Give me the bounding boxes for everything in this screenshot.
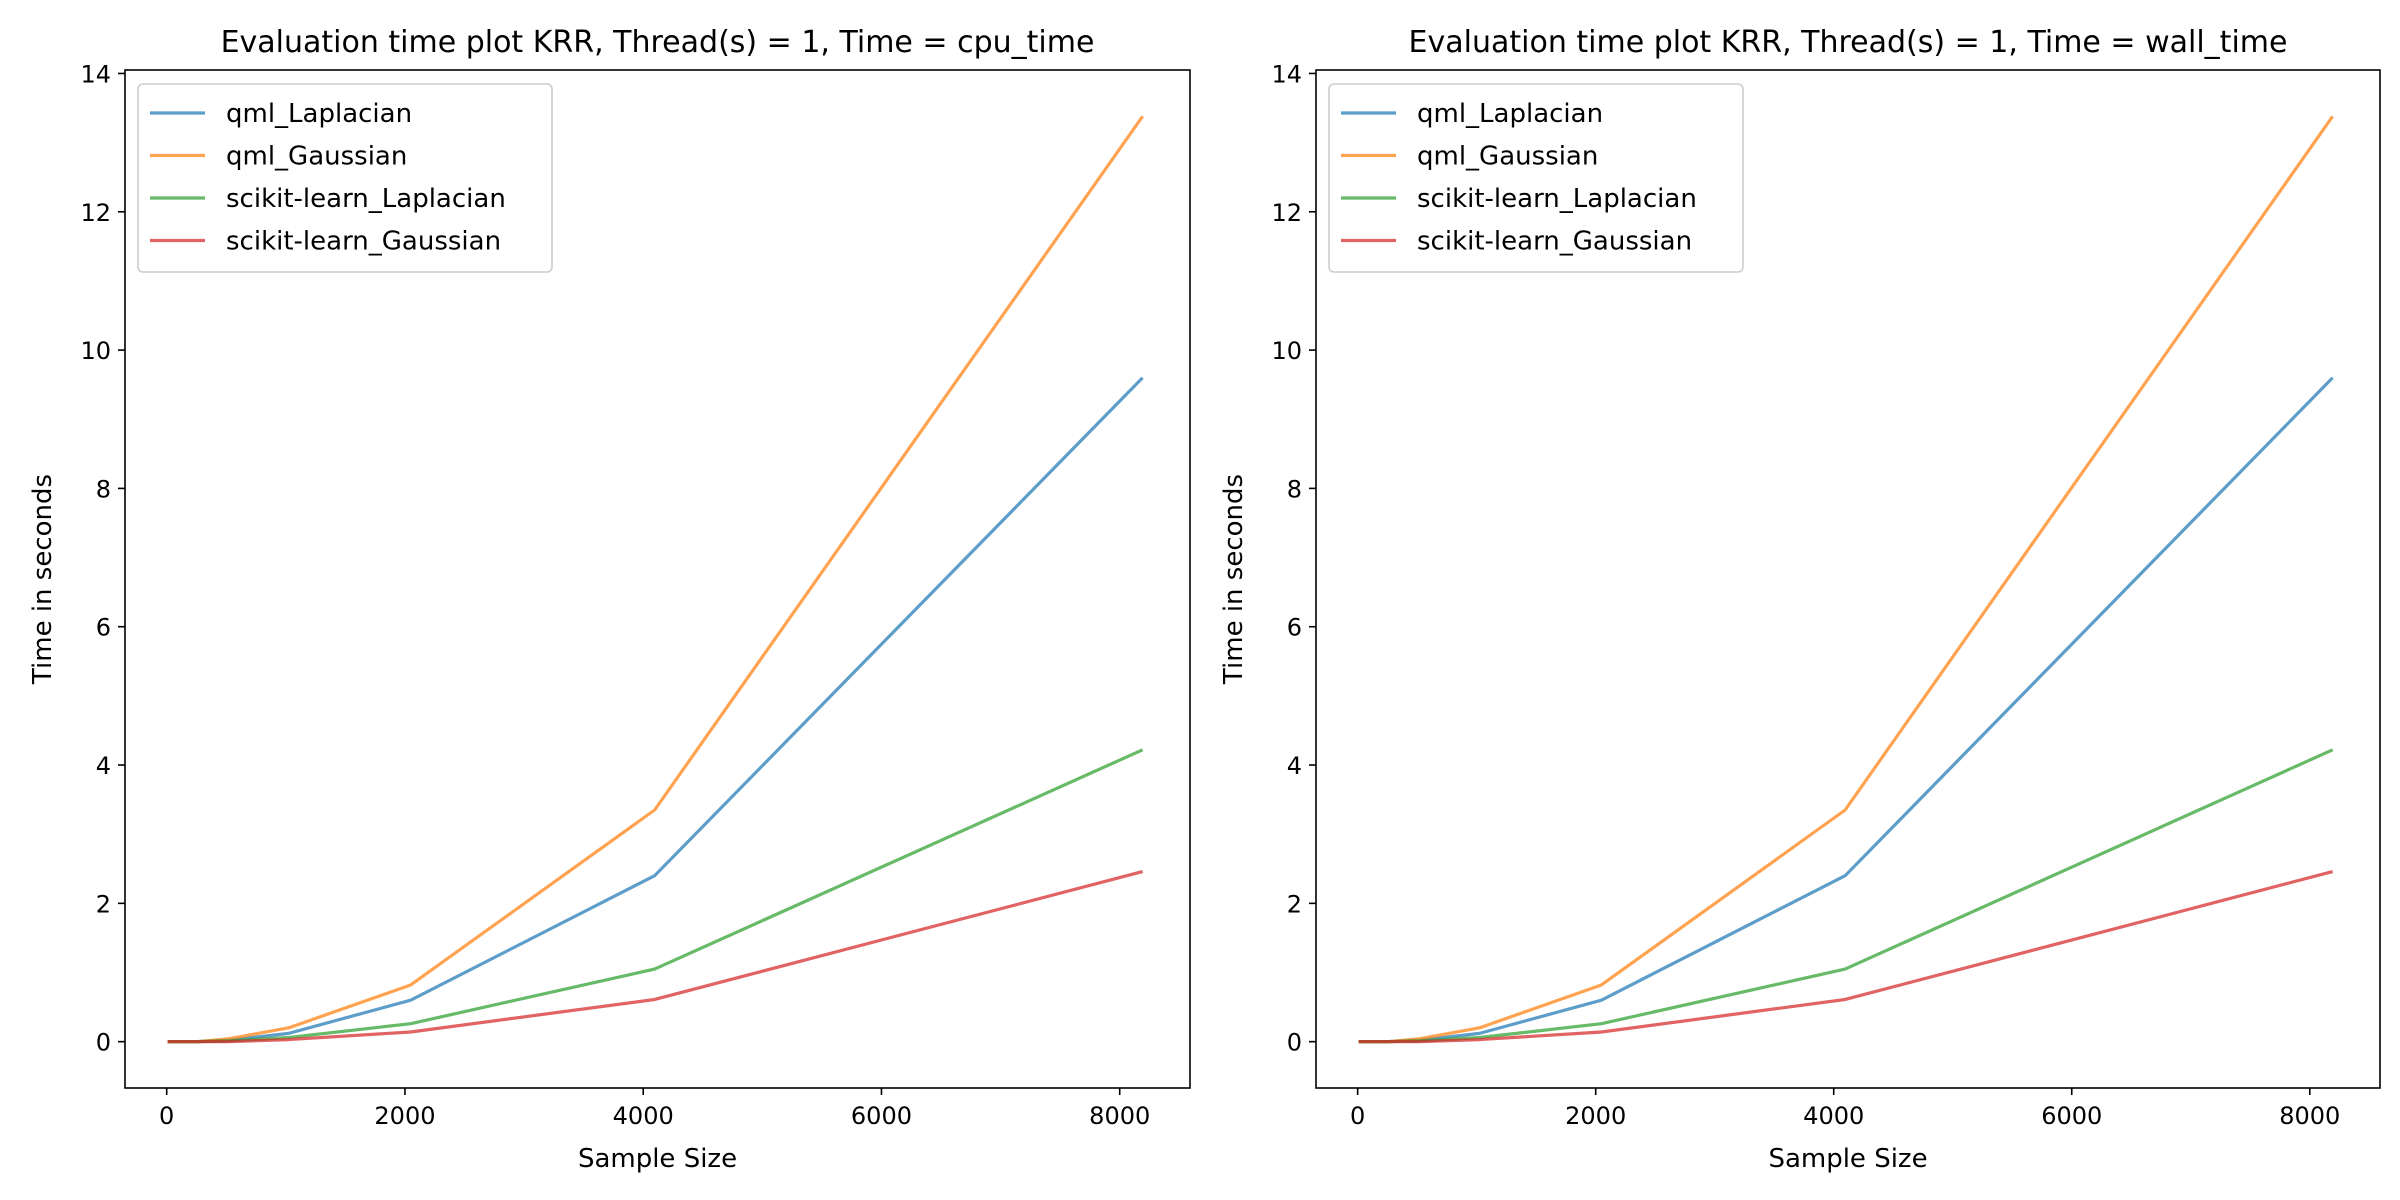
x-tick-label: 0 <box>1350 1102 1365 1130</box>
legend-label: scikit-learn_Laplacian <box>226 184 506 214</box>
x-tick-label: 4000 <box>613 1102 674 1130</box>
legend-box <box>137 83 553 273</box>
x-axis-label: Sample Size <box>1768 1144 1927 1174</box>
y-tick-label: 10 <box>80 337 111 365</box>
legend: qml_Laplacian qml_Gaussian scikit-learn_La… <box>137 83 553 273</box>
y-tick-label: 2 <box>1287 890 1302 918</box>
y-axis-label: Time in seconds <box>1219 474 1249 685</box>
legend-label: qml_Laplacian <box>226 99 412 129</box>
y-tick-label: 12 <box>1271 199 1302 227</box>
y-tick-label: 4 <box>1287 752 1302 780</box>
x-tick-label: 8000 <box>2279 1102 2340 1130</box>
y-tick-label: 6 <box>96 614 111 642</box>
legend-label: qml_Gaussian <box>226 142 407 172</box>
y-tick-label: 4 <box>96 752 111 780</box>
x-axis-label: Sample Size <box>578 1144 737 1174</box>
series-line-qml_Laplacian <box>1357 376 2334 1044</box>
y-tick-label: 2 <box>96 890 111 918</box>
series-line-qml_Laplacian <box>167 376 1144 1044</box>
series-line-scikit-learn_Gaussian <box>167 869 1143 1044</box>
series-lines <box>167 115 1144 1044</box>
y-tick-label: 0 <box>96 1029 111 1057</box>
y-tick-label: 0 <box>1287 1029 1302 1057</box>
chart-panel-2: 0 2000 4000 6000 8000 0 2 4 6 8 10 12 14 Evaluation t… <box>1219 25 2381 1174</box>
legend-box <box>1328 83 1744 273</box>
y-axis-label: Time in seconds <box>28 474 58 685</box>
chart-title: Evaluation time plot KRR, Thread(s) = 1,… <box>1409 25 2288 60</box>
legend: qml_Laplacian qml_Gaussian scikit-learn_La… <box>1328 83 1744 273</box>
legend-label: qml_Laplacian <box>1417 99 1603 129</box>
x-tick-label: 8000 <box>1089 1102 1150 1130</box>
series-lines <box>1357 115 2334 1044</box>
x-tick-label: 2000 <box>374 1102 435 1130</box>
legend-label: scikit-learn_Laplacian <box>1417 184 1697 214</box>
y-tick-label: 14 <box>80 60 111 88</box>
y-tick-label: 8 <box>96 475 111 503</box>
legend-label: scikit-learn_Gaussian <box>1417 227 1692 257</box>
legend-label: scikit-learn_Gaussian <box>226 227 501 257</box>
chart-panel-1: 0 2000 4000 6000 8000 0 2 4 6 8 10 12 14 Evaluation t… <box>28 25 1191 1174</box>
series-line-scikit-learn_Gaussian <box>1357 869 2334 1044</box>
chart-title: Evaluation time plot KRR, Thread(s) = 1,… <box>221 25 1095 60</box>
x-tick-label: 2000 <box>1565 1102 1626 1130</box>
y-tick-label: 6 <box>1287 614 1302 642</box>
legend-label: qml_Gaussian <box>1417 142 1598 172</box>
x-tick-label: 6000 <box>2041 1102 2102 1130</box>
axes-frame <box>124 69 1191 1089</box>
axes-frame <box>1315 69 2381 1089</box>
x-tick-label: 6000 <box>851 1102 912 1130</box>
y-tick-label: 12 <box>80 199 111 227</box>
x-tick-label: 4000 <box>1803 1102 1864 1130</box>
y-tick-label: 8 <box>1287 475 1302 503</box>
x-tick-label: 0 <box>159 1102 174 1130</box>
y-tick-label: 14 <box>1271 60 1302 88</box>
y-tick-label: 10 <box>1271 337 1302 365</box>
